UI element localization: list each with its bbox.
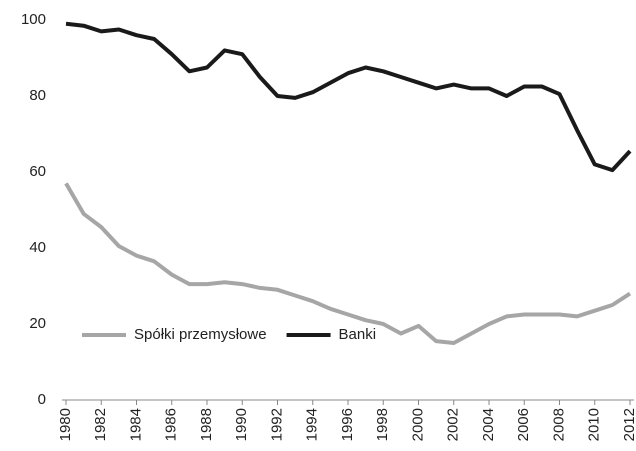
y-tick-label: 20 <box>29 315 46 332</box>
series-line <box>65 21 632 173</box>
x-tick-label: 1994 <box>304 408 321 441</box>
x-tick-label: 2000 <box>409 408 426 441</box>
x-tick-label: 1982 <box>92 408 109 441</box>
series-line <box>64 182 632 345</box>
x-tick-label: 1996 <box>339 408 356 441</box>
legend-label: Banki <box>339 326 377 343</box>
y-tick-label: 40 <box>29 239 46 256</box>
x-tick-label: 1992 <box>268 408 285 441</box>
y-tick-label: 80 <box>29 87 46 104</box>
x-tick-label: 2008 <box>550 408 567 441</box>
x-tick-label: 1986 <box>163 408 180 441</box>
x-tick-label: 1998 <box>374 408 391 441</box>
x-tick-label: 2012 <box>621 408 636 441</box>
y-tick-label: 60 <box>29 163 46 180</box>
y-tick-label: 100 <box>21 11 46 28</box>
y-tick-label: 0 <box>38 391 46 408</box>
x-tick-label: 1980 <box>57 408 74 441</box>
x-tick-label: 1984 <box>127 408 144 441</box>
x-tick-label: 2006 <box>515 408 532 441</box>
x-tick-label: 1988 <box>198 408 215 441</box>
legend-label: Spółki przemysłowe <box>134 326 267 343</box>
x-tick-label: 2002 <box>445 408 462 441</box>
x-tick-label: 2010 <box>586 408 603 441</box>
x-tick-label: 1990 <box>233 408 250 441</box>
x-tick-label: 2004 <box>480 408 497 441</box>
